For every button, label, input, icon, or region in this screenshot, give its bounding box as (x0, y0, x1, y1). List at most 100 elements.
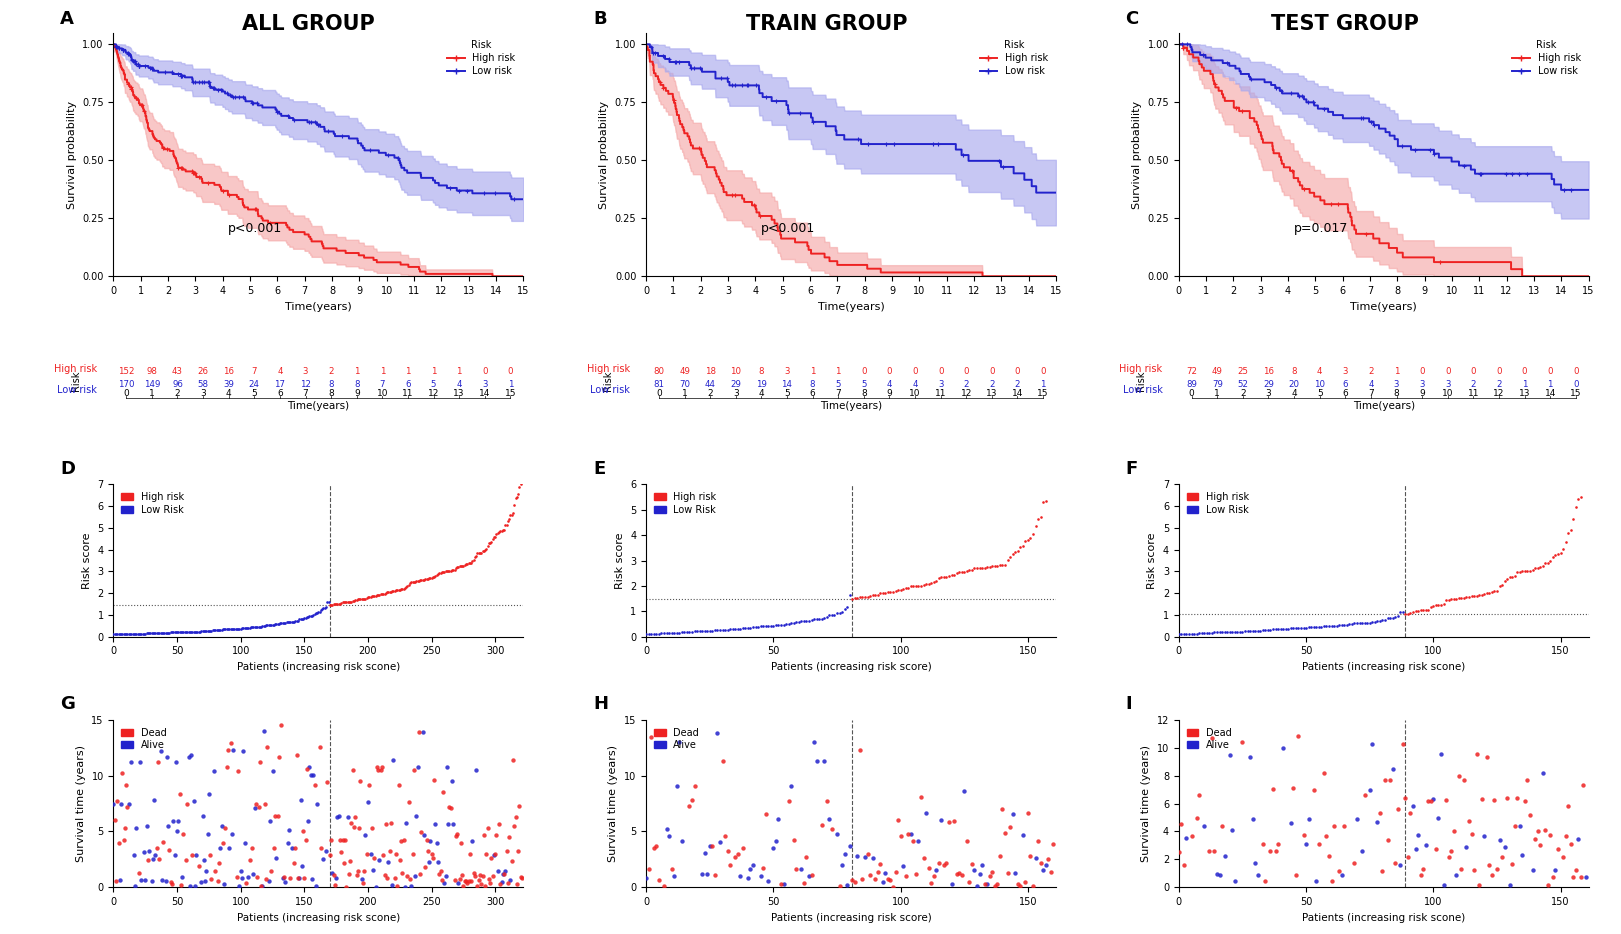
Point (1329, 868, 1355, 883)
Point (151, 568, 177, 583)
Point (164, 625, 190, 640)
Point (355, 795, 381, 810)
Text: 4: 4 (277, 367, 282, 376)
Point (112, 821, 138, 836)
Point (378, 816, 404, 831)
Point (987, 848, 1013, 863)
Point (483, 527, 509, 542)
Point (311, 852, 337, 867)
Text: 0: 0 (1572, 367, 1579, 376)
Point (407, 573, 433, 587)
Point (746, 619, 772, 634)
Point (867, 856, 893, 871)
Point (723, 622, 749, 637)
Point (336, 867, 361, 882)
Text: 6: 6 (1342, 389, 1349, 399)
Point (402, 868, 428, 883)
Point (935, 814, 961, 829)
Point (1169, 627, 1195, 642)
Text: 5: 5 (835, 379, 841, 389)
Point (806, 647, 832, 662)
Point (431, 564, 457, 579)
Point (165, 625, 191, 640)
Point (882, 865, 908, 880)
Point (264, 616, 290, 631)
Point (1237, 750, 1263, 765)
Point (394, 579, 420, 594)
Point (1342, 616, 1368, 630)
Text: 13: 13 (1519, 389, 1530, 399)
Text: 10: 10 (376, 389, 387, 399)
Point (742, 559, 768, 574)
Point (491, 867, 517, 882)
Text: 43: 43 (172, 367, 183, 376)
Point (167, 625, 193, 640)
Point (705, 623, 731, 638)
Point (1371, 772, 1397, 787)
Point (794, 614, 820, 629)
Point (791, 614, 817, 629)
Point (911, 577, 937, 592)
Point (240, 620, 266, 635)
Point (1525, 560, 1551, 575)
Point (144, 841, 170, 856)
Point (1454, 589, 1480, 604)
Point (441, 562, 467, 577)
Point (1217, 747, 1243, 762)
Y-axis label: Risk score: Risk score (83, 532, 92, 588)
Text: 1: 1 (1522, 379, 1527, 389)
Text: 13: 13 (986, 389, 997, 399)
Point (880, 880, 906, 895)
Text: 4: 4 (1316, 367, 1323, 376)
Point (157, 625, 183, 640)
Point (381, 870, 407, 885)
Point (1033, 493, 1059, 508)
Point (366, 587, 392, 602)
Point (175, 624, 201, 639)
Text: 6: 6 (277, 389, 282, 399)
Point (175, 749, 201, 764)
Point (987, 558, 1013, 573)
Text: 4: 4 (1368, 379, 1373, 389)
Point (966, 866, 992, 881)
Text: 1: 1 (431, 367, 436, 376)
Point (1514, 563, 1540, 578)
Point (1405, 828, 1431, 842)
Point (835, 877, 861, 892)
Point (214, 622, 240, 637)
Point (908, 789, 934, 804)
Point (648, 626, 674, 641)
Point (156, 625, 182, 640)
Point (1224, 624, 1250, 639)
Text: 0: 0 (1188, 389, 1195, 399)
Point (219, 621, 245, 636)
Point (207, 622, 233, 637)
Text: 4: 4 (913, 379, 917, 389)
Point (185, 710, 211, 725)
Point (969, 560, 995, 575)
Text: p=0.017: p=0.017 (1294, 222, 1349, 235)
Point (1496, 878, 1522, 893)
Point (149, 626, 175, 641)
Text: 5: 5 (1316, 389, 1323, 399)
Point (216, 622, 242, 637)
Point (939, 877, 964, 892)
Point (361, 850, 387, 865)
Point (250, 618, 276, 633)
Point (280, 490, 306, 505)
Point (363, 587, 391, 602)
Point (266, 749, 292, 764)
Point (1425, 597, 1451, 612)
Point (979, 559, 1005, 573)
Point (1501, 568, 1527, 583)
Point (1477, 585, 1503, 600)
Text: 2: 2 (329, 367, 334, 376)
Point (254, 740, 280, 755)
Point (386, 778, 412, 793)
Point (258, 617, 284, 632)
Text: 7: 7 (303, 389, 308, 399)
Point (250, 878, 276, 893)
Point (201, 763, 227, 778)
Point (361, 588, 387, 603)
Point (1023, 850, 1049, 865)
